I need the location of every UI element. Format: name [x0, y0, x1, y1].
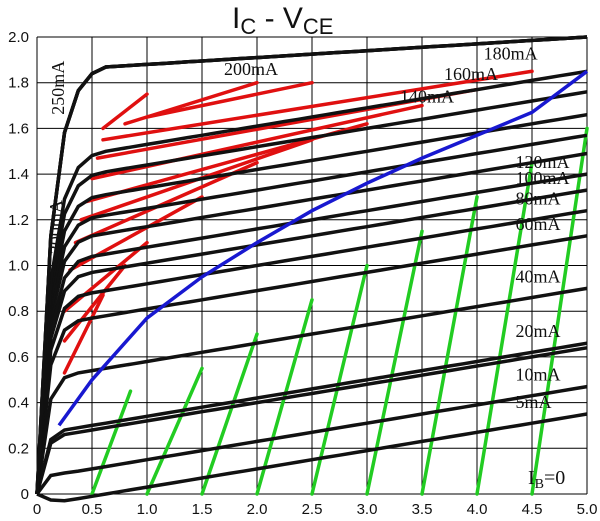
- ic-curve: [35, 133, 588, 495]
- y-tick-labels: 0 0.2 0.4 0.6 0.8 1.0 1.2 1.4 1.6 1.8 2.0: [8, 29, 29, 503]
- ic-curve: [35, 172, 588, 495]
- base-label-sub: B: [535, 477, 544, 492]
- curve-label: 140mA: [400, 87, 454, 107]
- y-tick-label: 1.8: [8, 75, 29, 92]
- green-line: [475, 160, 534, 496]
- curve-label: 160mA: [444, 64, 498, 84]
- y-tick-label: 1.6: [8, 120, 29, 137]
- y-tick-label: 0.2: [8, 440, 29, 457]
- x-tick-label: 2.5: [302, 501, 323, 518]
- ic-curve: [35, 346, 588, 495]
- base-label-main: I: [528, 467, 535, 489]
- x-tick-label: 2.0: [247, 501, 268, 518]
- ic-curve: [35, 234, 588, 495]
- curve-label: 200mA: [224, 59, 278, 79]
- title-second: V: [283, 2, 303, 35]
- green-line: [145, 366, 204, 496]
- base-label-value: =0: [544, 467, 565, 489]
- title-separator: -: [256, 2, 283, 35]
- ic-curve: [36, 412, 588, 503]
- ic-curve: [35, 151, 588, 495]
- black-curves: [35, 35, 588, 503]
- green-line: [310, 263, 369, 496]
- curve-label: 100mA: [516, 168, 570, 188]
- red-line: [62, 293, 105, 375]
- y-tick-label: 1.0: [8, 258, 29, 275]
- y-tick-label: 2.0: [8, 29, 29, 46]
- red-line: [145, 80, 314, 119]
- green-line: [90, 389, 133, 496]
- curve-label: 300mA: [46, 200, 66, 254]
- ic-curve: [35, 188, 588, 495]
- y-tick-label: 0.8: [8, 303, 29, 320]
- x-tick-label: 5.0: [577, 501, 598, 518]
- red-line: [101, 92, 149, 131]
- ic-curve: [35, 286, 588, 495]
- title-main: I: [232, 2, 240, 35]
- blue-curve-line: [57, 69, 589, 427]
- green-line: [200, 332, 259, 496]
- x-tick-label: 4.0: [467, 501, 488, 518]
- ic-curve: [35, 341, 588, 495]
- curve-label: 120mA: [516, 152, 570, 172]
- red-line: [62, 263, 127, 343]
- curve-label: 180mA: [484, 43, 538, 63]
- curve-label: 60mA: [516, 214, 561, 234]
- y-tick-label: 1.4: [8, 166, 29, 183]
- red-line: [62, 240, 149, 313]
- x-tick-label: 4.5: [522, 501, 543, 518]
- ic-curve: [35, 384, 588, 496]
- green-line: [420, 195, 479, 496]
- curve-label: 10mA: [516, 365, 561, 385]
- ic-curve: [35, 90, 588, 495]
- x-tick-label: 1.0: [137, 501, 158, 518]
- green-lines: [90, 126, 589, 496]
- x-tick-label: 3.0: [357, 501, 378, 518]
- base-current-label: IB=0: [528, 467, 565, 492]
- x-tick-label: 3.5: [412, 501, 433, 518]
- curve-label: 80mA: [516, 189, 561, 209]
- curve-label: 40mA: [516, 266, 561, 286]
- curve-label: 5mA: [516, 392, 552, 412]
- y-tick-label: 0.6: [8, 349, 29, 366]
- x-tick-labels: 0 0.5 1.0 1.5 2.0 2.5 3.0 3.5 4.0 4.5 5.0: [33, 501, 598, 518]
- curve-label: 250mA: [48, 61, 68, 115]
- y-tick-label: 0: [21, 486, 29, 503]
- title-second-sub: CE: [303, 14, 334, 39]
- y-tick-label: 1.2: [8, 212, 29, 229]
- red-line: [101, 69, 534, 142]
- x-tick-label: 1.5: [192, 501, 213, 518]
- x-tick-label: 0.5: [82, 501, 103, 518]
- ic-curve: [35, 112, 588, 495]
- ic-curve: [35, 35, 588, 495]
- green-line: [530, 126, 589, 496]
- ic-curve: [35, 208, 588, 495]
- y-tick-label: 0.4: [8, 395, 29, 412]
- title-main-sub: C: [240, 14, 256, 39]
- blue-curve: [57, 69, 589, 427]
- chart-title: IC - VCE: [232, 2, 333, 39]
- curve-label: 20mA: [516, 321, 561, 341]
- x-tick-label: 0: [33, 501, 41, 518]
- ic-curve: [35, 69, 588, 495]
